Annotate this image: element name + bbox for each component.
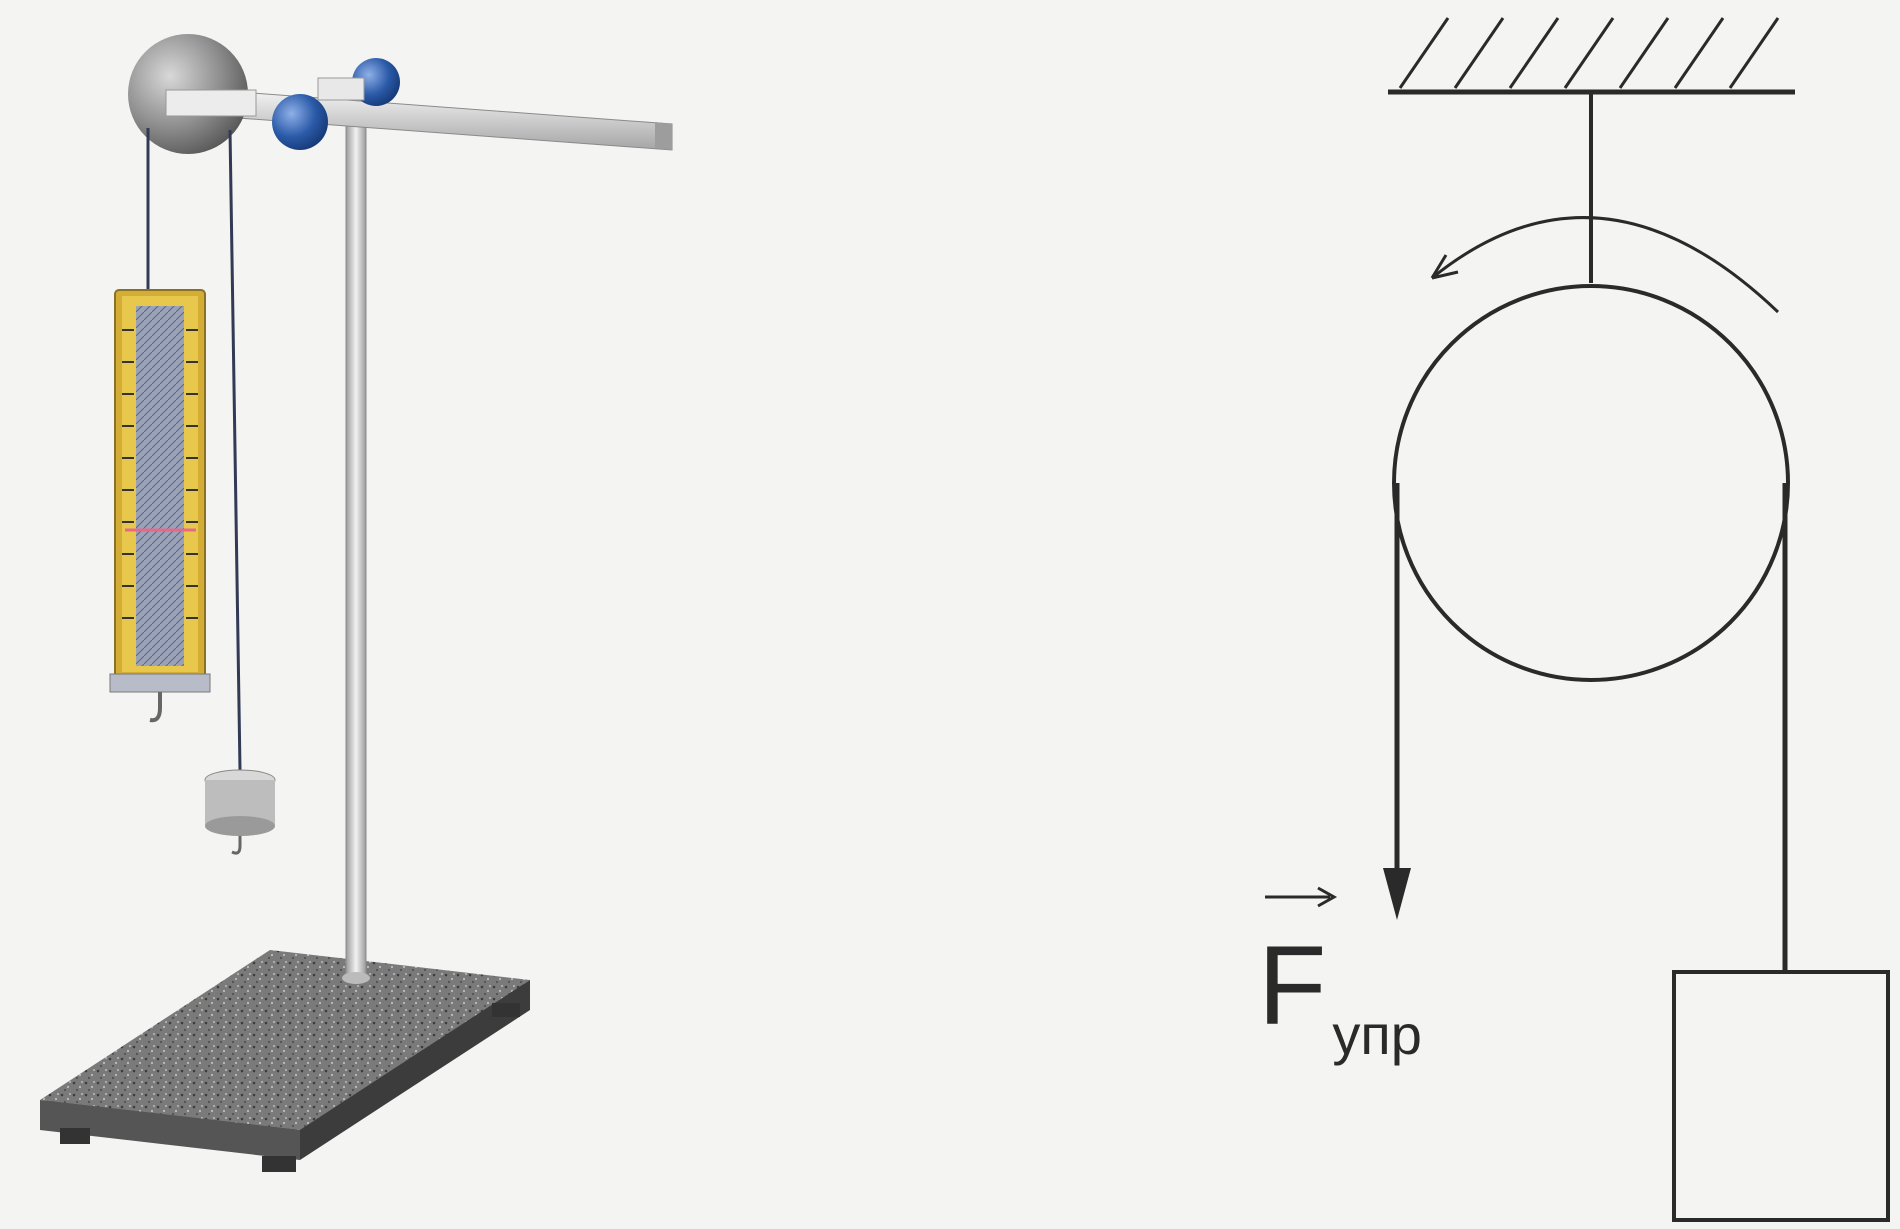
clamp-knob xyxy=(272,94,328,150)
force-arrowhead xyxy=(1383,868,1411,920)
force-symbol: F xyxy=(1258,923,1327,1048)
load-block xyxy=(1672,970,1890,1222)
force-subscript: упр xyxy=(1332,1003,1422,1066)
rotation-arrow xyxy=(1430,216,1780,314)
pulley-disc xyxy=(128,34,257,154)
ceiling-support xyxy=(1388,17,1795,95)
pulley-schematic xyxy=(1265,17,1890,1222)
hanging-weight xyxy=(204,769,276,855)
lab-stand-photo xyxy=(40,34,673,1172)
spring-dynamometer xyxy=(109,289,211,723)
string-right xyxy=(228,129,242,771)
stand-base xyxy=(40,950,530,1172)
pulley-wheel xyxy=(1392,284,1790,682)
stand-rod xyxy=(345,119,367,981)
vector-arrow-icon xyxy=(1265,886,1338,908)
